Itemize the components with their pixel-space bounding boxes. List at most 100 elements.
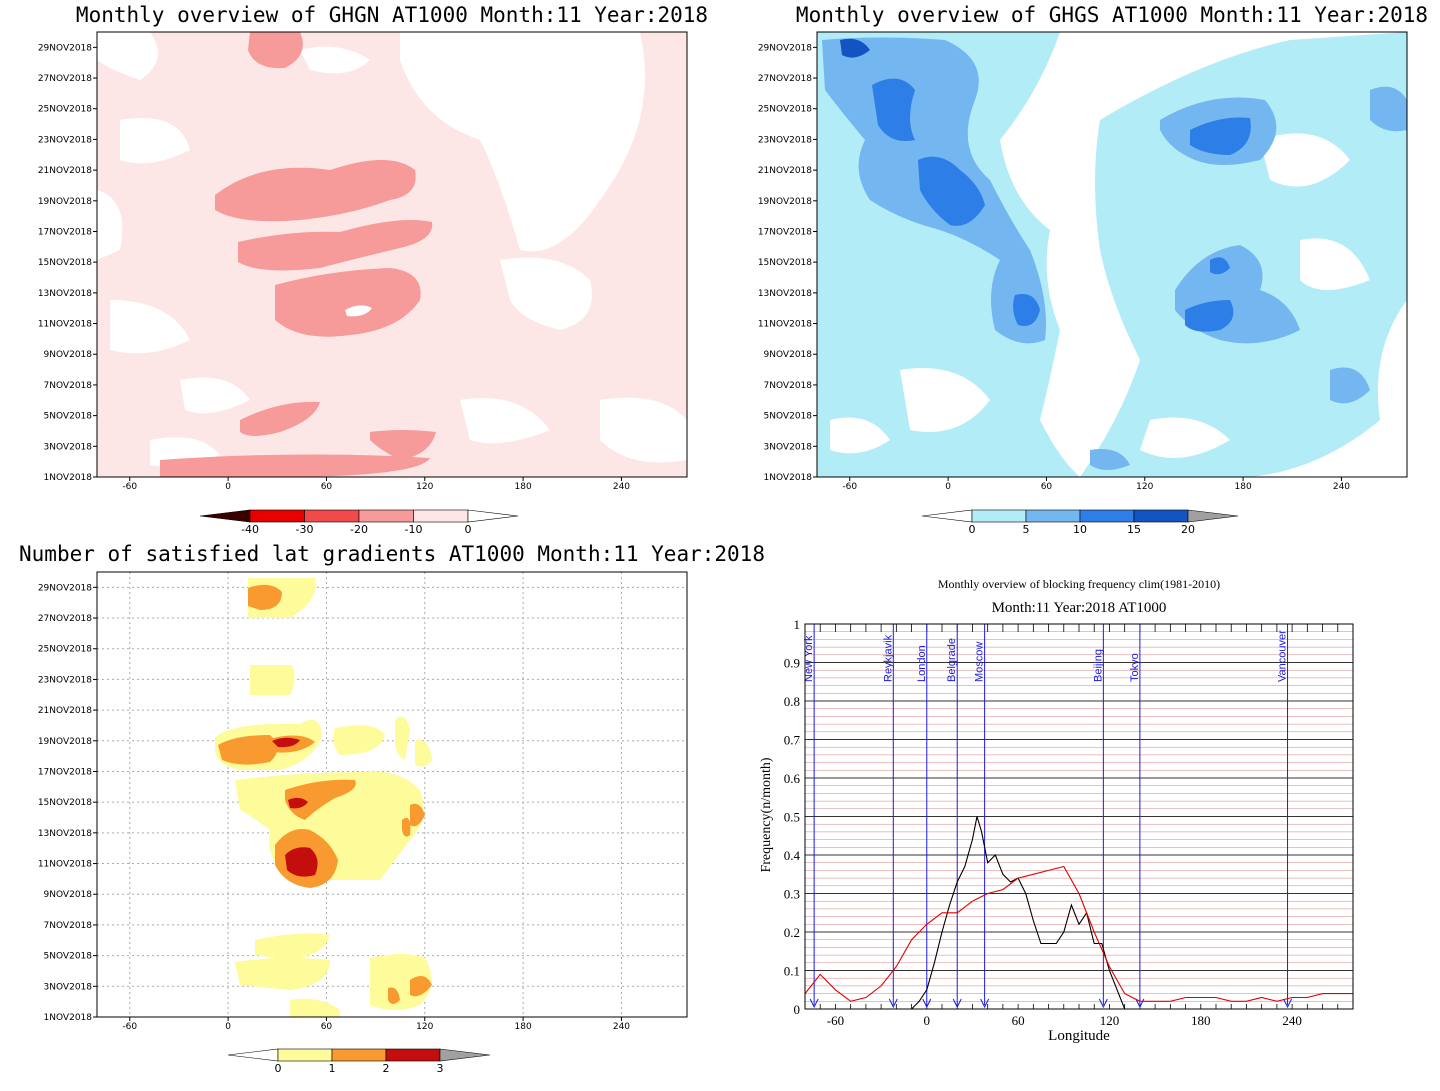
lat-axes: 29NOV2018 27NOV2018 25NOV2018 23NOV2018 21NO… — [38, 583, 630, 1032]
ghgn-frame — [96, 31, 688, 478]
colorbar-high-arrow — [1187, 509, 1239, 523]
panel-ghgs-title: Monthly overview of GHGS AT1000 Month:11… — [796, 3, 1428, 27]
y-tick-label: 9NOV2018 — [764, 350, 813, 360]
city-label: Beijing — [1092, 649, 1104, 682]
line-y-tick-label: 0.8 — [784, 694, 800, 709]
line-y-tick-label: 0.3 — [784, 887, 800, 902]
series-line — [896, 816, 1126, 1010]
y-tick-label: 29NOV2018 — [758, 43, 812, 53]
line-x-tick-label: 240 — [1282, 1013, 1302, 1028]
lat-contours — [215, 578, 432, 1017]
x-tick-label: 240 — [1333, 482, 1350, 492]
y-tick-label: 3NOV2018 — [44, 442, 93, 452]
line-x-tick-label: 60 — [1012, 1013, 1025, 1028]
y-tick-label: 9NOV2018 — [44, 350, 93, 360]
line-title-2: Month:11 Year:2018 AT1000 — [992, 600, 1167, 616]
colorbar-label: 0 — [969, 523, 976, 536]
colorbar-label: -10 — [405, 523, 423, 536]
y-tick-label: 9NOV2018 — [44, 890, 93, 900]
colorbar-high-arrow — [467, 509, 519, 523]
x-tick-label: 240 — [613, 482, 630, 492]
colorbar-low-arrow — [227, 1048, 279, 1062]
city-label: London — [916, 645, 928, 682]
y-tick-label: 29NOV2018 — [38, 43, 92, 53]
line-y-tick-label: 0.5 — [784, 810, 800, 825]
ghgn-axes: 29NOV2018 27NOV2018 25NOV2018 23NOV2018 21NO… — [38, 43, 630, 492]
y-tick-label: 27NOV2018 — [38, 74, 92, 84]
line-y-tick-label: 0 — [794, 1002, 801, 1017]
y-tick-label: 23NOV2018 — [758, 135, 812, 145]
series-line — [804, 865, 1353, 1002]
line-plot-frame — [804, 623, 1354, 1010]
line-y-tick-label: 1 — [794, 617, 801, 632]
x-tick-label: 180 — [1235, 482, 1252, 492]
city-label: Moscow — [974, 642, 986, 682]
y-tick-label: 13NOV2018 — [758, 289, 812, 299]
x-tick-label: 180 — [515, 1022, 532, 1032]
line-y-tick-label: 0.9 — [784, 656, 800, 671]
lat-colorbar: 0 1 2 3 — [227, 1048, 491, 1075]
colorbar-swatch — [385, 1048, 441, 1062]
city-label: Belgrade — [946, 638, 958, 682]
colorbar-label: 20 — [1181, 523, 1195, 536]
colorbar-swatch — [1025, 509, 1081, 523]
city-arrow — [922, 998, 932, 1009]
y-tick-label: 29NOV2018 — [38, 583, 92, 593]
city-label: Tokyo — [1129, 653, 1141, 682]
line-title-1: Monthly overview of blocking frequency c… — [938, 577, 1220, 591]
x-tick-label: 0 — [945, 482, 951, 492]
y-tick-label: 1NOV2018 — [764, 473, 813, 483]
ghgs-colorbar: 0 5 10 15 20 — [921, 509, 1239, 536]
colorbar-swatch — [413, 509, 469, 523]
ghgn-colorbar: -40 -30 -20 -10 0 — [199, 509, 519, 536]
colorbar-swatch — [249, 509, 305, 523]
y-tick-label: 17NOV2018 — [38, 227, 92, 237]
y-tick-label: 1NOV2018 — [44, 1013, 93, 1023]
panel-lat-gradients: Number of satisfied lat gradients AT1000… — [19, 542, 765, 1075]
colorbar-label: 3 — [437, 1062, 444, 1075]
y-tick-label: 13NOV2018 — [38, 289, 92, 299]
colorbar-label: 15 — [1127, 523, 1141, 536]
line-xlabel: Longitude — [1048, 1028, 1110, 1044]
city-label: Reykjavik — [882, 634, 894, 682]
colorbar-label: -40 — [241, 523, 259, 536]
city-arrow — [809, 998, 819, 1009]
line-y-tick-label: 0.1 — [784, 964, 800, 979]
y-tick-label: 7NOV2018 — [764, 381, 813, 391]
y-tick-label: 15NOV2018 — [38, 258, 92, 268]
colorbar-label: 1 — [329, 1062, 336, 1075]
ghgs-contours — [817, 32, 1407, 477]
city-arrow — [888, 998, 898, 1009]
colorbar-label: 0 — [465, 523, 472, 536]
y-tick-label: 23NOV2018 — [38, 135, 92, 145]
y-tick-label: 7NOV2018 — [44, 381, 93, 391]
line-plot-area: -60 0 60 120 180 240 0 0.1 0.2 0.3 0.4 0.5 0.6 0.7 0.8… — [784, 617, 1354, 1028]
x-tick-label: 240 — [613, 1022, 630, 1032]
x-tick-label: -60 — [122, 482, 137, 492]
x-tick-label: 60 — [1041, 482, 1053, 492]
colorbar-label: 2 — [383, 1062, 390, 1075]
y-tick-label: 3NOV2018 — [764, 442, 813, 452]
colorbar-swatch — [1133, 509, 1189, 523]
line-x-tick-label: 0 — [924, 1013, 931, 1028]
y-tick-label: 5NOV2018 — [44, 412, 93, 422]
y-tick-label: 11NOV2018 — [38, 320, 92, 330]
y-tick-label: 15NOV2018 — [758, 258, 812, 268]
colorbar-label: 0 — [275, 1062, 282, 1075]
colorbar-swatch — [971, 509, 1027, 523]
y-tick-label: 5NOV2018 — [44, 952, 93, 962]
x-tick-label: 0 — [225, 482, 231, 492]
lat-frame — [96, 571, 688, 1018]
ghgs-axes: 29NOV2018 27NOV2018 25NOV2018 23NOV2018 21NO… — [758, 43, 1350, 492]
y-tick-label: 27NOV2018 — [758, 74, 812, 84]
y-tick-label: 3NOV2018 — [44, 982, 93, 992]
panel-ghgn: Monthly overview of GHGN AT1000 Month:11… — [38, 3, 708, 536]
y-tick-label: 25NOV2018 — [38, 105, 92, 115]
y-tick-label: 21NOV2018 — [758, 166, 812, 176]
ghgn-contours — [97, 32, 687, 477]
y-tick-label: 23NOV2018 — [38, 675, 92, 685]
x-tick-label: 120 — [416, 1022, 433, 1032]
city-arrow — [1098, 998, 1108, 1009]
y-tick-label: 1NOV2018 — [44, 473, 93, 483]
